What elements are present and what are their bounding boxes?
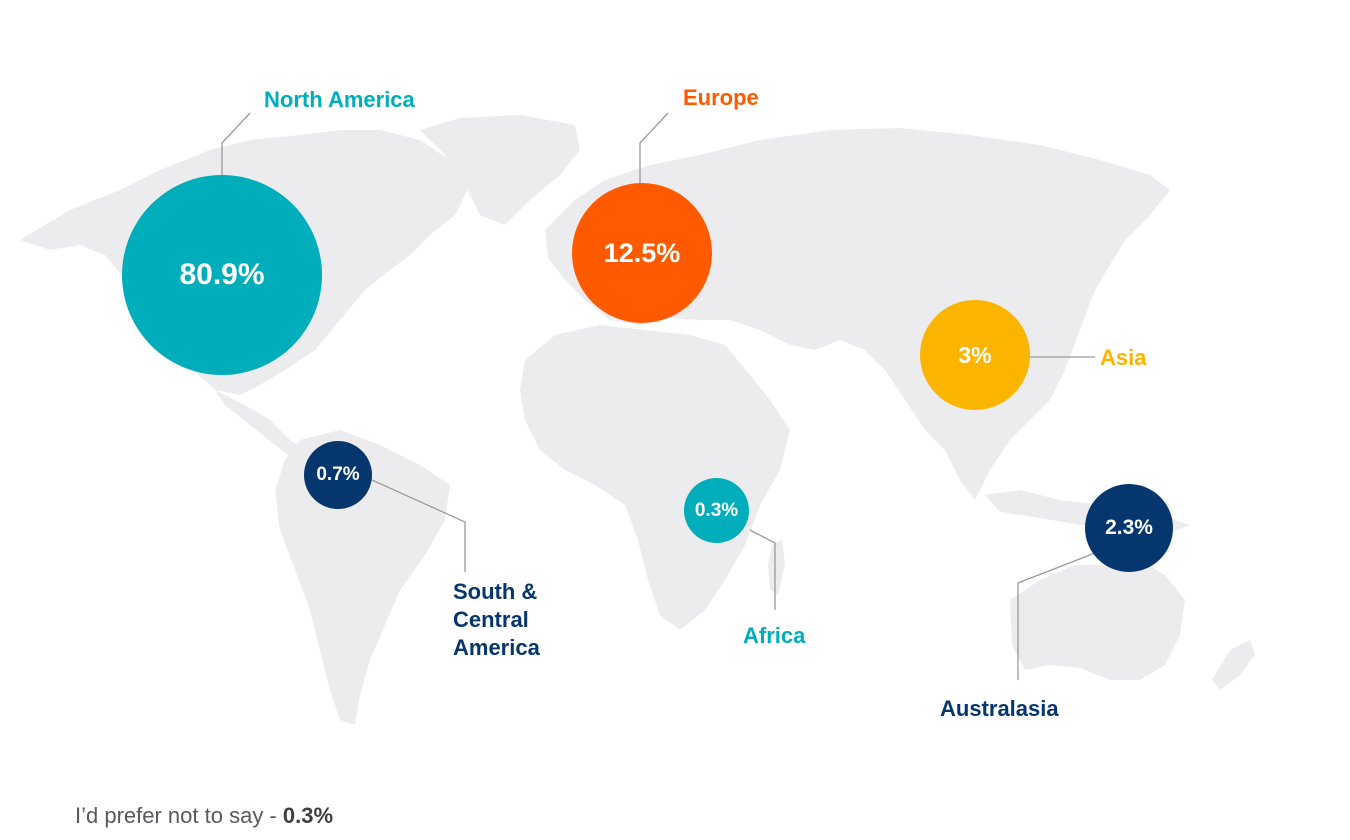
australasia-label: Australasia xyxy=(940,696,1059,721)
footnote: I’d prefer not to say - 0.3% xyxy=(75,803,333,829)
leader-europe xyxy=(639,112,669,183)
landmass-new-zealand xyxy=(1212,640,1255,690)
africa-value: 0.3% xyxy=(694,499,739,521)
south-central-america-label-line-3: America xyxy=(453,635,540,660)
south-central-america-label-line-1: South & xyxy=(453,579,538,604)
south-central-america-bubble: 0.7% xyxy=(304,441,372,509)
north-america-bubble: 80.9% xyxy=(122,175,322,375)
europe-label: Europe xyxy=(683,85,759,110)
asia-bubble: 3% xyxy=(920,300,1030,410)
north-america-value: 80.9% xyxy=(179,258,265,291)
footnote-value: 0.3% xyxy=(282,803,334,828)
asia-value: 3% xyxy=(958,341,992,368)
landmass-south-america xyxy=(275,430,450,725)
landmass-africa xyxy=(520,325,790,630)
landmass-madagascar xyxy=(768,540,785,595)
south-central-america-label-line-2: Central xyxy=(453,607,529,632)
africa-bubble: 0.3% xyxy=(684,478,749,543)
europe-bubble: 12.5% xyxy=(572,183,712,323)
africa-label: Africa xyxy=(743,623,806,648)
landmass-greenland xyxy=(420,115,580,225)
australasia-value: 2.3% xyxy=(1105,516,1153,539)
south-central-america-label: South & Central America xyxy=(453,578,540,662)
leader-north-america xyxy=(221,112,251,175)
footnote-text: I’d prefer not to say - xyxy=(75,803,283,828)
south-central-america-value: 0.7% xyxy=(316,464,360,485)
landmass-australia xyxy=(1010,560,1185,680)
asia-label: Asia xyxy=(1100,345,1147,370)
leader-australasia xyxy=(1017,552,1096,680)
leader-africa xyxy=(749,529,776,610)
landmass-central-america xyxy=(215,390,305,460)
australasia-bubble: 2.3% xyxy=(1085,484,1173,572)
north-america-label: North America xyxy=(264,87,415,112)
leader-south-central-america xyxy=(371,479,466,572)
europe-value: 12.5% xyxy=(603,237,681,268)
